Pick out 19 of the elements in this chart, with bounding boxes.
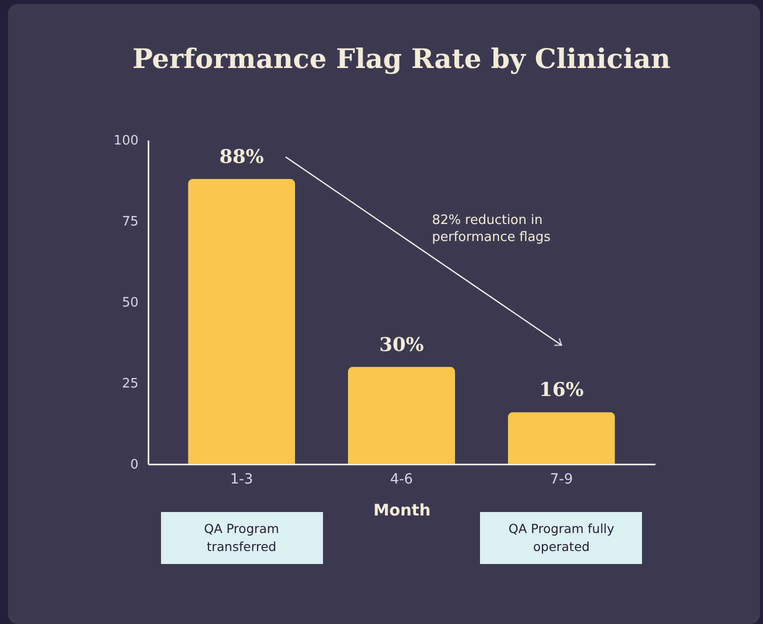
- data-label: 16%: [539, 379, 584, 402]
- x-tick-label: 1-3: [230, 472, 253, 488]
- x-tick-label: 4-6: [390, 472, 414, 488]
- annotation: 82% reduction in performance flags: [432, 212, 552, 246]
- x-axis-title: Month: [373, 500, 431, 520]
- bar: [188, 178, 296, 464]
- y-tick-label: 25: [122, 376, 138, 392]
- x-tick-label: 7-9: [550, 472, 573, 488]
- y-tick-label: 100: [114, 134, 138, 148]
- text: QA Program transferred: [160, 512, 323, 564]
- text: QA Program fully operated: [480, 512, 642, 564]
- y-tick-label: 75: [122, 214, 138, 230]
- bar: [348, 366, 455, 464]
- y-tick-label: 50: [122, 296, 138, 310]
- y-tick-label: 0: [130, 458, 138, 472]
- data-label: 88%: [219, 146, 264, 168]
- bar: [508, 412, 615, 464]
- data-label: 30%: [379, 334, 424, 356]
- chart-title: Performance Flag Rate by Clinician: [132, 44, 671, 75]
